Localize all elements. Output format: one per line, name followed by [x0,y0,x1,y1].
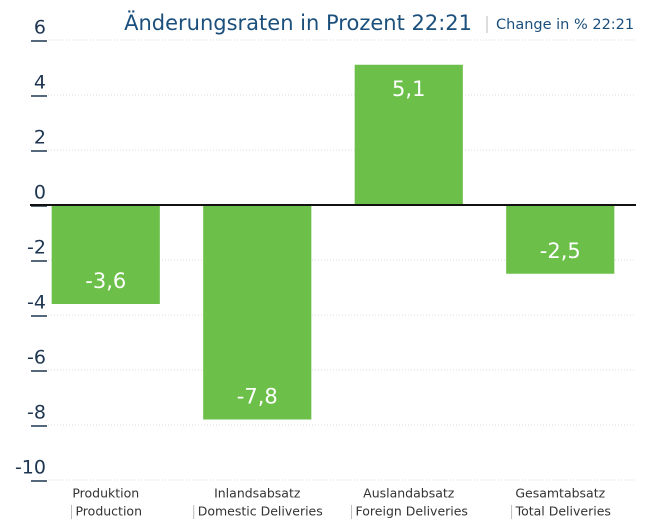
value-label: -3,6 [85,269,126,293]
chart-title: Änderungsraten in Prozent 22:21 [124,10,472,35]
y-tick-label: -8 [27,402,46,424]
y-tick-label: -4 [27,292,46,314]
value-label: -2,5 [540,239,581,263]
x-tick-label: Inlandsabsatz [214,486,301,501]
y-tick-label: 2 [34,127,46,149]
value-label: -7,8 [237,385,278,409]
bar [51,205,160,304]
bar [203,205,312,420]
x-tick-label-en: Production [75,504,142,519]
bar [506,205,615,274]
x-tick-label-en: Total Deliveries [515,504,611,519]
x-tick-label: Gesamtabsatz [515,486,605,501]
x-tick-label: Auslandabsatz [363,486,455,501]
bar [354,64,463,205]
y-tick-label: 6 [34,17,46,39]
y-tick-label: -10 [15,457,46,479]
y-tick-label: -2 [27,237,46,259]
y-tick-label: 4 [34,72,46,94]
x-tick-label-en: Foreign Deliveries [356,504,468,519]
x-tick-label: Produktion [72,486,139,501]
value-label: 5,1 [392,77,425,101]
x-tick-label-en: Domestic Deliveries [198,504,323,519]
y-tick-label: 0 [34,182,46,204]
chart-subtitle: Change in % 22:21 [496,17,634,33]
y-tick-label: -6 [27,347,46,369]
